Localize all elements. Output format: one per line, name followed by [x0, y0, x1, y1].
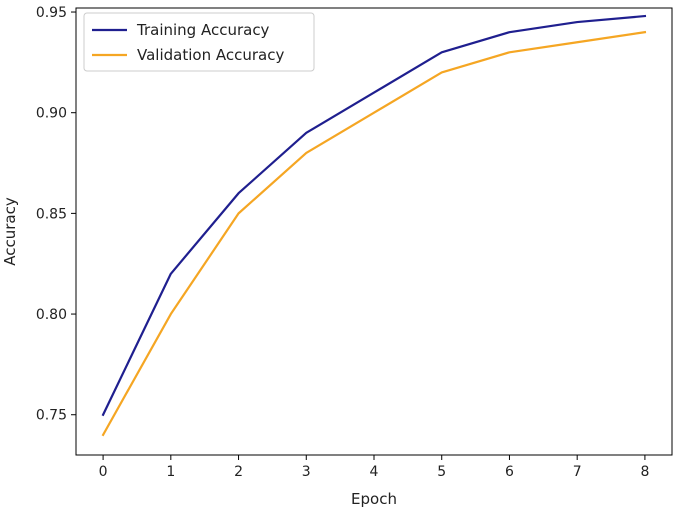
- x-tick-label: 8: [640, 464, 649, 480]
- x-tick-label: 3: [302, 464, 311, 480]
- x-tick-label: 4: [370, 464, 379, 480]
- legend: Training Accuracy Validation Accuracy: [83, 12, 315, 72]
- series-line-0: [101, 14, 647, 417]
- y-axis-label: Accuracy: [1, 197, 19, 266]
- x-tick-label: 0: [99, 464, 108, 480]
- legend-label-1: Validation Accuracy: [137, 46, 284, 64]
- legend-box: [83, 12, 315, 72]
- y-tick-label: 0.90: [36, 106, 67, 122]
- x-tick-label: 7: [573, 464, 582, 480]
- y-tick-label: 0.85: [36, 206, 67, 222]
- series-line-1: [101, 30, 647, 437]
- y-tick-label: 0.80: [36, 307, 67, 323]
- plot-area: [101, 14, 647, 437]
- x-tick-label: 2: [234, 464, 243, 480]
- axes-frame: [75, 7, 673, 456]
- x-tick-label: 1: [166, 464, 175, 480]
- y-tick-label: 0.95: [36, 5, 67, 21]
- x-axis-label: Epoch: [351, 490, 397, 508]
- x-tick-label: 5: [437, 464, 446, 480]
- x-tick-label: 6: [505, 464, 514, 480]
- axes: 0 1 2 3 4 5 6 7 8 0.75 0.80 0.85 0.90 0.95: [36, 5, 673, 480]
- legend-label-0: Training Accuracy: [136, 21, 270, 39]
- y-tick-label: 0.75: [36, 408, 67, 424]
